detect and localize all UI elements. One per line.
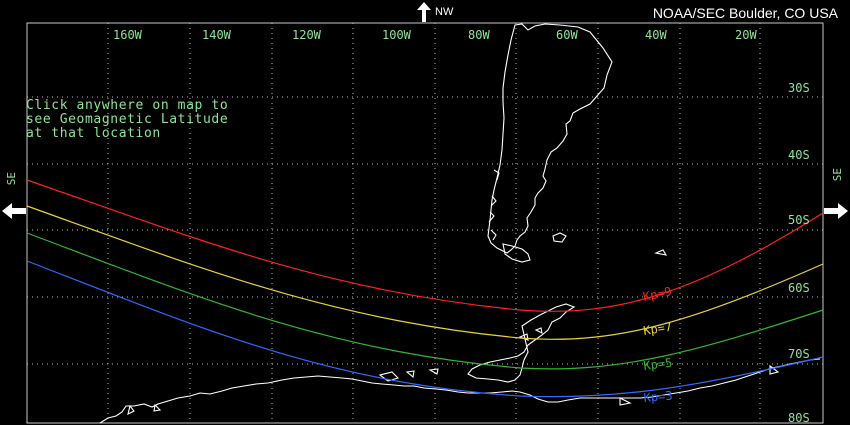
south-america-coast [487, 23, 613, 254]
kp5-curve [26, 232, 824, 370]
pan-left-button[interactable] [2, 201, 26, 225]
lon-label: 40W [645, 28, 667, 42]
lat-label: 80S [788, 411, 810, 425]
pan-right-button[interactable] [824, 201, 848, 225]
kp7-label: Kp=7 [642, 320, 673, 338]
lon-label: 140W [202, 28, 231, 42]
antarctic-islands [378, 327, 543, 382]
lon-label: 80W [468, 28, 490, 42]
lon-label: 120W [292, 28, 321, 42]
lat-label: 60S [788, 281, 810, 295]
antarctic-peninsula [467, 303, 576, 383]
map-frame [26, 22, 824, 424]
nav-left-label: SE [5, 172, 18, 186]
falklands [552, 232, 567, 243]
kp-labels: Kp=9 Kp=7 Kp=5 Kp=3 [642, 284, 673, 405]
lat-label: 70S [788, 347, 810, 361]
arrow-right-icon[interactable] [824, 201, 848, 221]
lat-label: 40S [788, 148, 810, 162]
graticule [27, 23, 823, 423]
lon-label: 100W [382, 28, 411, 42]
lon-label: 60W [556, 28, 578, 42]
kp-curves [26, 179, 824, 398]
lon-label: 160W [113, 28, 142, 42]
coastlines [99, 23, 821, 424]
antarctica-coast [99, 358, 821, 424]
credit-text: NOAA/SEC Boulder, CO USA [652, 5, 838, 21]
lat-label: 50S [788, 213, 810, 227]
arrow-left-icon[interactable] [2, 201, 26, 221]
kp3-label: Kp=3 [643, 389, 673, 405]
kp3-curve [26, 260, 824, 398]
nav-top-label: NW [435, 6, 454, 18]
hint-line: see Geomagnetic Latitude [26, 112, 229, 127]
chile-islands [488, 169, 500, 241]
arrow-up-icon[interactable] [417, 2, 431, 22]
kp5-label: Kp=5 [643, 356, 673, 373]
lon-label: 20W [735, 28, 757, 42]
kp9-label: Kp=9 [642, 284, 673, 304]
pan-northwest-button[interactable]: NW [417, 0, 453, 24]
hint-line: at that location [26, 126, 161, 141]
lat-label: 30S [788, 81, 810, 95]
hint-line: Click anywhere on map to [26, 98, 229, 113]
south-georgia [654, 249, 668, 256]
tierra-del-fuego [502, 243, 531, 263]
kp9-curve [26, 179, 824, 312]
map-instructions: Click anywhere on map to see Geomagnetic… [26, 99, 228, 141]
kp7-curve [26, 205, 824, 340]
antarctica-shelf [127, 364, 780, 416]
nav-right-label: SE [831, 168, 844, 182]
